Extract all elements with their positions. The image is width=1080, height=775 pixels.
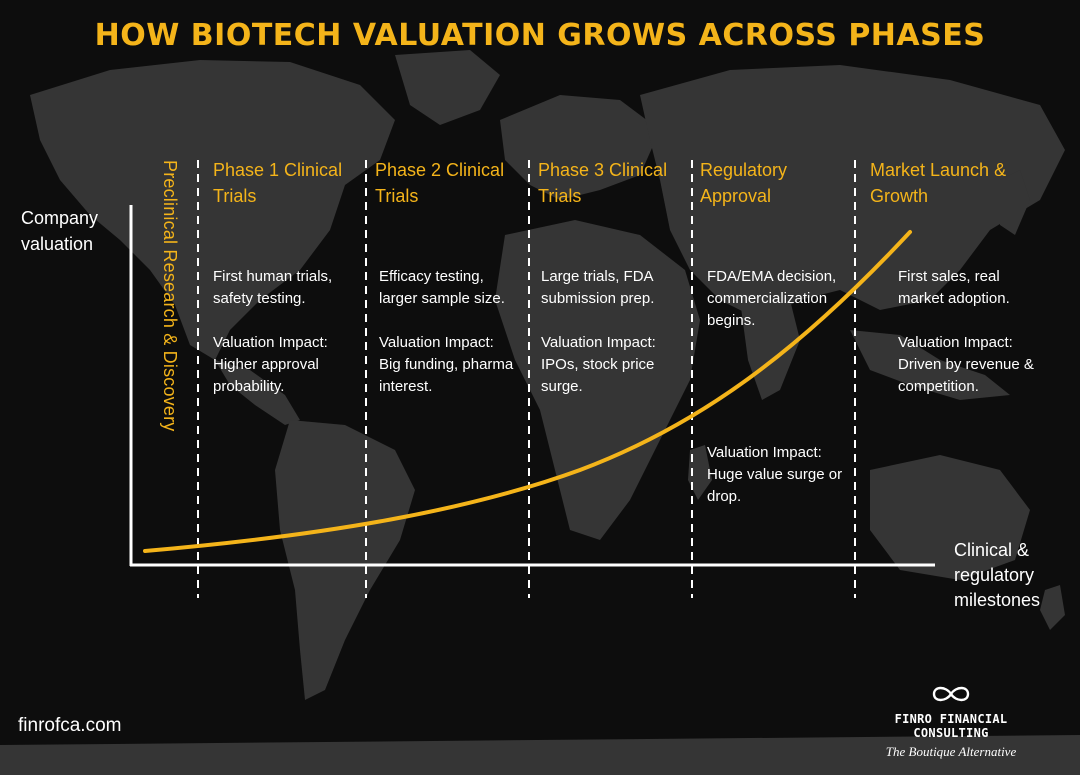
phase-3-description: Large trials, FDA submission prep. (541, 268, 655, 307)
valuation-curve (143, 230, 912, 553)
preclinical-label: Preclinical Research & Discovery (160, 160, 180, 432)
phase-1-title: Phase 1 Clinical Trials (213, 160, 343, 206)
phase-3-text: Large trials, FDA submission prep. Valua… (541, 266, 681, 398)
phase-1-description: First human trials, safety testing. (213, 268, 333, 307)
phase-2-description: Efficacy testing, larger sample size. (379, 268, 505, 307)
x-axis-label: Clinical & regulatory milestones (954, 540, 1041, 610)
brand-tagline: The Boutique Alternative (885, 744, 1017, 759)
phase-2-text: Efficacy testing, larger sample size. Va… (379, 266, 519, 398)
website-link[interactable]: finrofca.com (18, 715, 122, 736)
y-axis-label: Company valuation (21, 208, 99, 254)
phase-2-title: Phase 2 Clinical Trials (375, 160, 505, 206)
market-description: First sales, real market adoption. (898, 268, 1010, 307)
brand-name: FINRO FINANCIAL CONSULTING (894, 712, 1008, 740)
market-impact: Valuation Impact: Driven by revenue & co… (898, 334, 1034, 395)
market-text: First sales, real market adoption. Valua… (898, 266, 1038, 398)
regulatory-title: Regulatory Approval (700, 160, 788, 206)
phase-1-text: First human trials, safety testing. Valu… (213, 266, 358, 398)
phase-1-impact: Valuation Impact: Higher approval probab… (213, 334, 328, 395)
page-title: HOW BIOTECH VALUATION GROWS ACROSS PHASE… (94, 18, 986, 53)
regulatory-description: FDA/EMA decision, commercialization begi… (707, 268, 837, 329)
phase-3-title: Phase 3 Clinical Trials (538, 160, 668, 206)
regulatory-impact: Valuation Impact: Huge value surge or dr… (707, 444, 843, 505)
brand-logo: FINRO FINANCIAL CONSULTING The Boutique … (862, 683, 1040, 760)
phase-2-impact: Valuation Impact: Big funding, pharma in… (379, 334, 514, 395)
infinity-logo-icon (932, 686, 970, 702)
phase-3-impact: Valuation Impact: IPOs, stock price surg… (541, 334, 656, 395)
market-title: Market Launch & Growth (870, 160, 1007, 206)
